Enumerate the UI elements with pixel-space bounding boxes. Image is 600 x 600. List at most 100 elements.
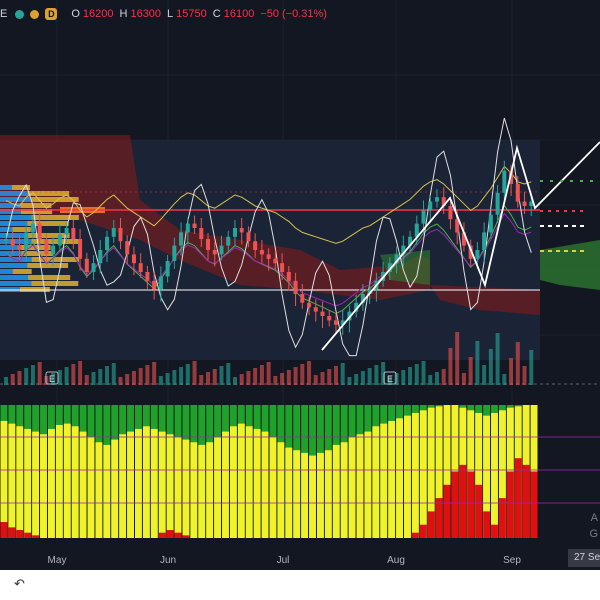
oscillator-bar-yellow (119, 434, 127, 538)
candle (17, 245, 22, 250)
forecast-dot-red (564, 210, 567, 212)
oscillator-bar-red (475, 484, 483, 538)
candle (199, 228, 204, 239)
undo-icon[interactable]: ↶ (14, 576, 25, 591)
bottom-toolbar: ↶ (0, 570, 600, 600)
candle (131, 254, 136, 264)
volume-profile-bar-yellow (27, 233, 70, 238)
volume-bar (78, 361, 83, 385)
oscillator-bar-yellow (356, 434, 364, 538)
volume-bar (515, 342, 520, 385)
volume-bar (273, 376, 278, 385)
volume-profile-bar-blue (0, 227, 13, 232)
candle (313, 307, 318, 312)
volume-bar (158, 376, 163, 385)
candle (529, 201, 534, 206)
oscillator-bar-yellow (332, 444, 340, 538)
candle (232, 228, 237, 237)
oscillator-bar-red (435, 498, 443, 538)
candle (468, 245, 473, 259)
forecast-dot-green (570, 180, 573, 182)
x-axis-label: Sep (503, 555, 521, 566)
volume-bar (185, 364, 190, 385)
volume-profile-bar-yellow (31, 257, 80, 262)
candle (522, 201, 527, 206)
candle (192, 223, 197, 228)
oscillator-bar-yellow (87, 436, 95, 538)
volume-bar (327, 369, 332, 385)
candle (44, 239, 49, 255)
forecast-dot-red (540, 210, 543, 212)
change-value: −50 (−0.31%) (260, 8, 327, 20)
forecast-dot-green (590, 180, 593, 182)
oscillator-bar-red (467, 471, 475, 538)
oscillator-bar-yellow (111, 439, 119, 538)
candle (259, 250, 264, 255)
volume-bar (488, 349, 493, 385)
oscillator-bar-yellow (309, 455, 316, 538)
volume-profile-bar-blue (0, 215, 32, 220)
candle (78, 239, 83, 259)
volume-bar (51, 373, 56, 385)
volume-bar (280, 373, 285, 385)
oscillator-bar-red (16, 530, 24, 538)
volume-bar (118, 377, 123, 385)
candle (246, 232, 251, 242)
volume-profile-bar-blue (0, 269, 13, 274)
candle (280, 263, 285, 272)
volume-profile-bar-yellow (27, 191, 70, 196)
candle (57, 234, 62, 246)
volume-bar (367, 368, 372, 385)
oscillator-bar-red (411, 532, 419, 538)
close-value: 16100 (223, 8, 255, 20)
volume-profile-bar-blue (0, 191, 28, 196)
oscillator-bar-red (0, 522, 8, 538)
volume-profile-bar-yellow (28, 275, 71, 280)
candle (455, 219, 460, 233)
volume-profile-bar-blue (0, 263, 28, 268)
side-label-a: A (590, 512, 598, 524)
candle (273, 258, 278, 264)
oscillator-bar-yellow (222, 431, 229, 538)
volume-bar (320, 372, 325, 385)
volume-bar (522, 366, 527, 385)
oscillator-bar-yellow (127, 431, 134, 538)
high-label: H (119, 8, 128, 20)
volume-profile-bar-yellow (12, 185, 30, 190)
volume-bar (17, 371, 22, 385)
candle (495, 192, 500, 215)
oscillator-bar-yellow (142, 426, 150, 538)
x-axis-label: Jul (277, 555, 290, 566)
volume-profile-bar-blue (0, 185, 12, 190)
candle (226, 236, 231, 246)
forecast-dot-red (548, 210, 551, 212)
oscillator-bar-yellow (269, 436, 277, 538)
volume-profile-bar-blue (0, 245, 21, 250)
oscillator-bar-yellow (396, 418, 403, 538)
forecast-dot-white (572, 225, 576, 227)
forecast-dot-red (572, 210, 575, 212)
oscillator-bar-red (530, 471, 538, 538)
volume-bar (461, 373, 466, 385)
oscillator-bar-yellow (277, 442, 285, 538)
oscillator-bar-yellow (301, 452, 309, 538)
volume-bar (212, 369, 217, 385)
volume-bar (374, 365, 379, 385)
volume-bar (408, 367, 413, 385)
candle (387, 263, 392, 272)
oscillator-bar-red (522, 464, 530, 538)
volume-bar (206, 372, 211, 385)
volume-profile-bar-blue (0, 251, 22, 256)
volume-profile-bar-yellow (31, 281, 79, 286)
oscillator-bar-yellow (103, 444, 111, 538)
zigzag-drawing (321, 141, 600, 351)
volume-bar (509, 358, 514, 385)
candle (165, 261, 170, 277)
crosshair-date-label: 27 Se (568, 549, 600, 567)
volume-profile-bar-blue (0, 281, 32, 286)
volume-bar (105, 366, 110, 385)
volume-bar (414, 364, 419, 385)
x-axis-label: Aug (387, 555, 405, 566)
oscillator-bar-yellow (411, 412, 419, 538)
